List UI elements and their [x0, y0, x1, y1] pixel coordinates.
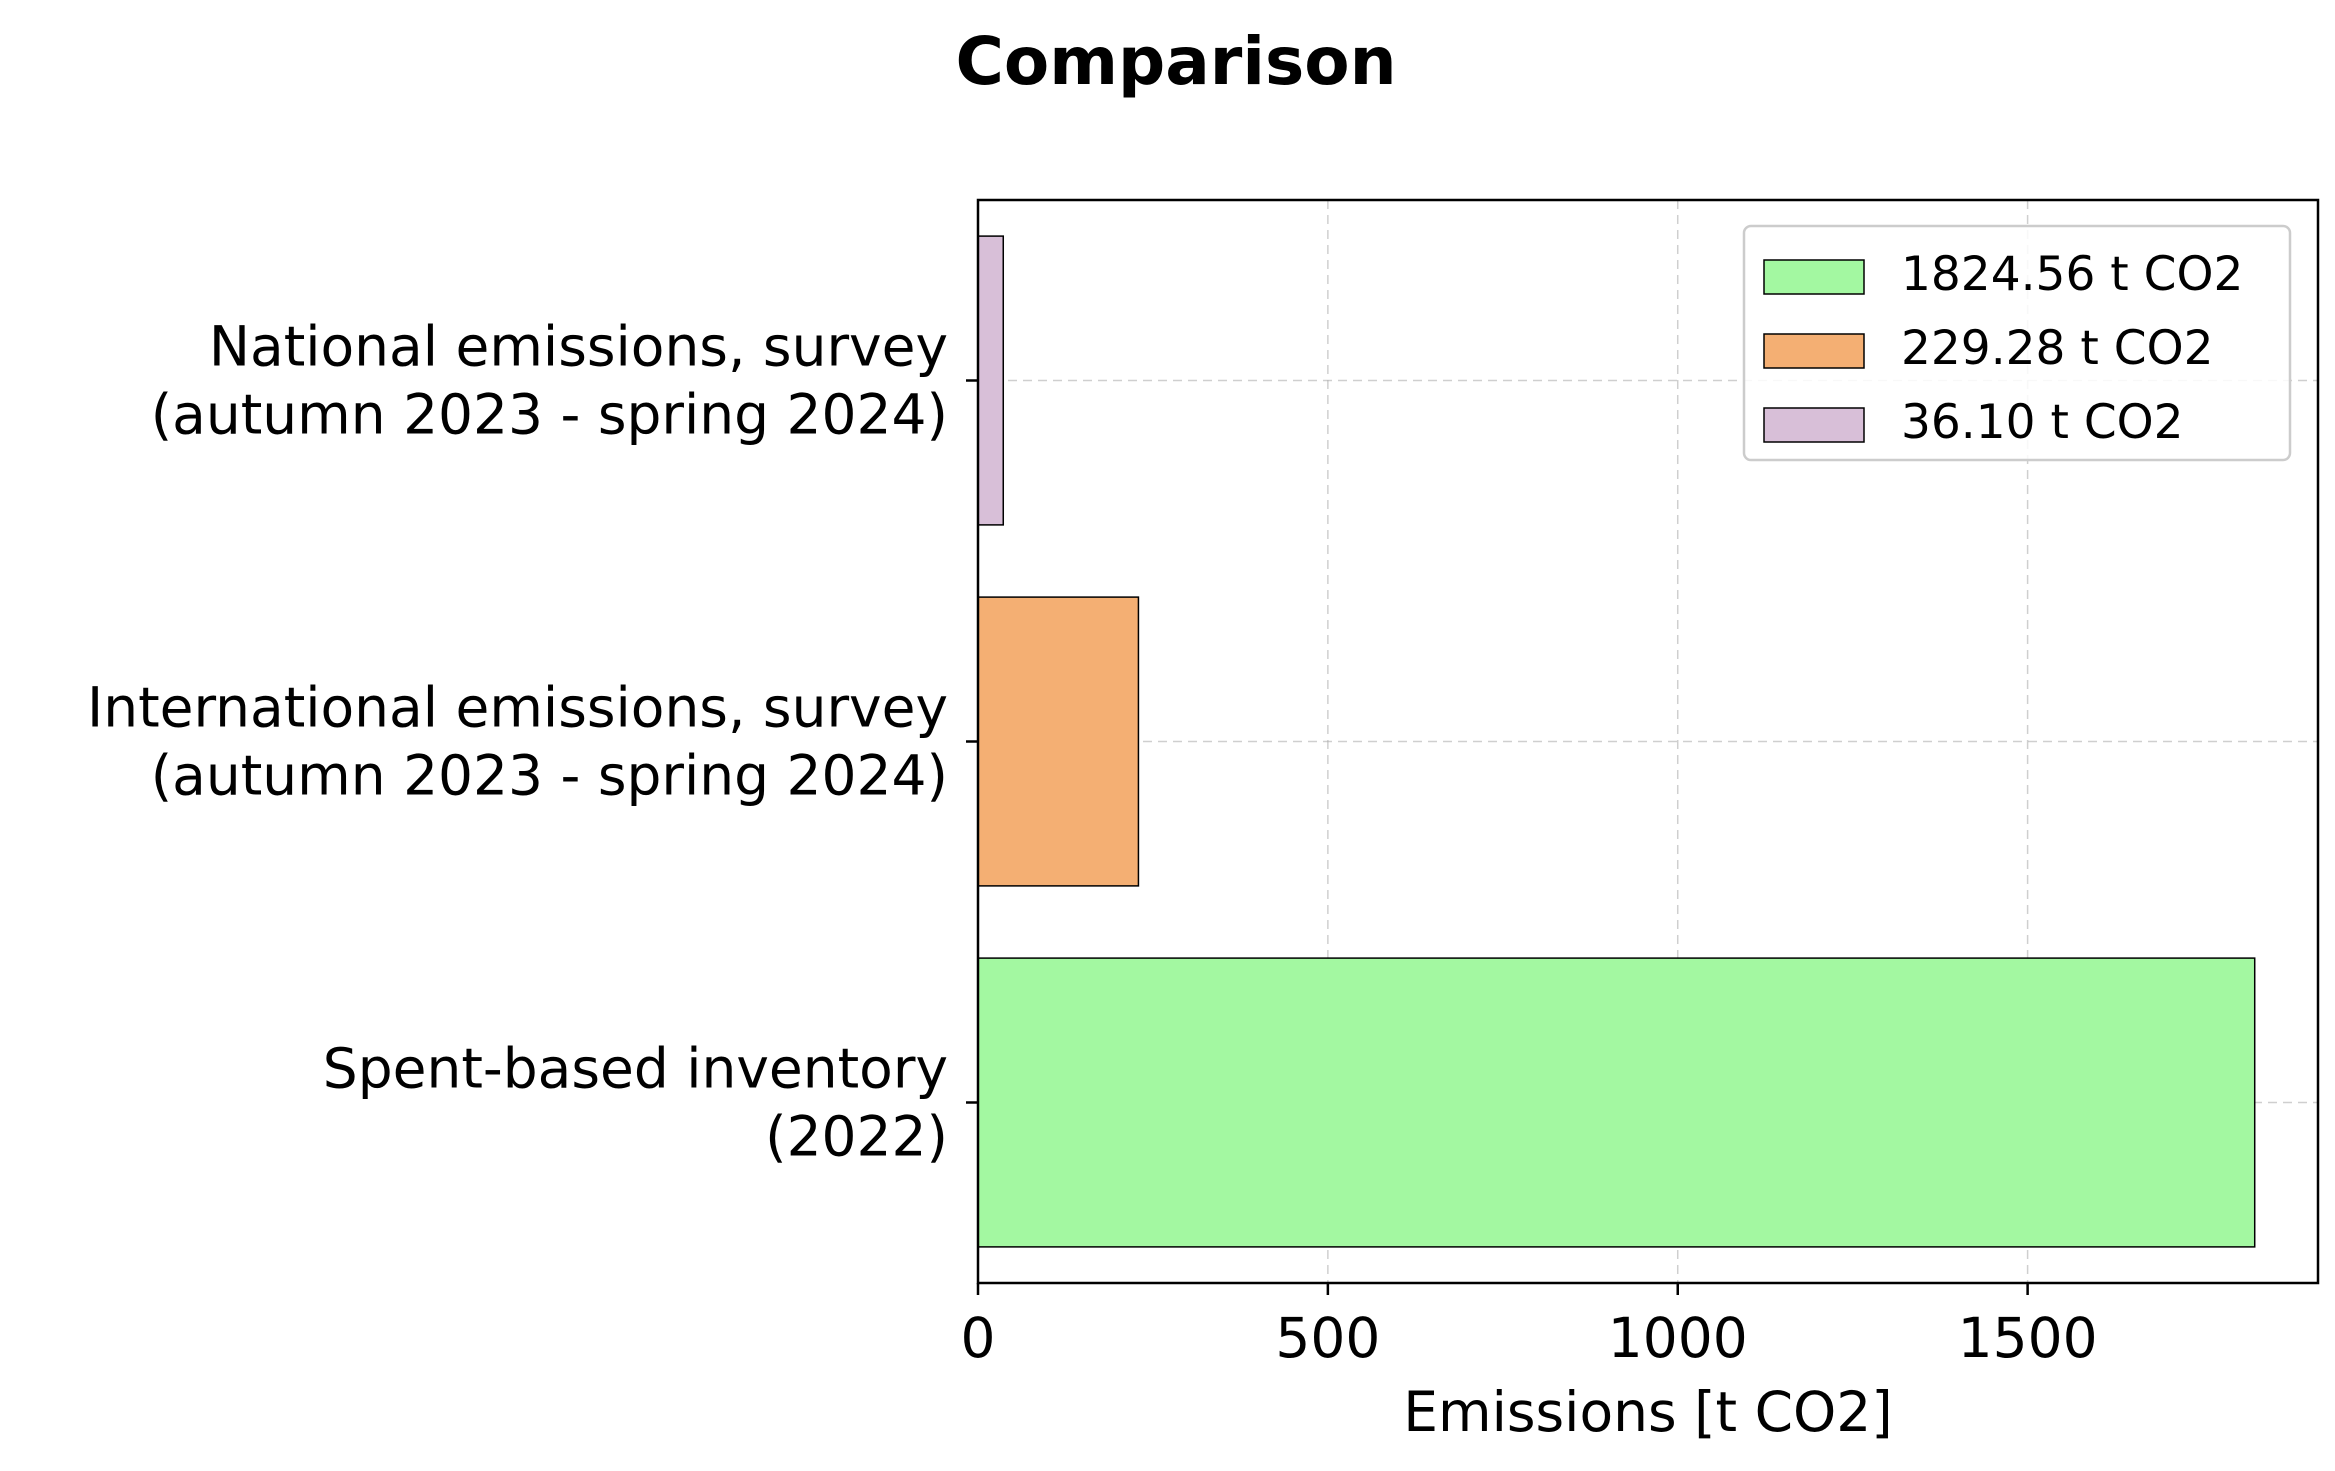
x-tick-label: 1000 [1608, 1306, 1748, 1370]
category-label: National emissions, survey [209, 315, 948, 379]
bars [977, 235, 2256, 1248]
category-labels: Spent-based inventory(2022) International… [87, 315, 948, 1169]
legend-frame [1742, 224, 2292, 462]
category-label: International emissions, survey [87, 676, 948, 740]
legend: 1824.56 t CO2 229.28 t CO2 36.10 t CO2 [1742, 224, 2292, 462]
bar [977, 235, 1005, 526]
axis-ticks: 0 500 1000 1500 [961, 379, 2098, 1370]
category-label: (2022) [765, 1105, 948, 1169]
category-label: (autumn 2023 - spring 2024) [151, 383, 948, 447]
x-tick-label: 1500 [1958, 1306, 2098, 1370]
bar [977, 957, 2256, 1248]
legend-label: 1824.56 t CO2 [1901, 247, 2243, 302]
chart-title: Comparison [955, 23, 1396, 100]
legend-swatch [1763, 333, 1865, 369]
category-label: Spent-based inventory [323, 1037, 948, 1101]
legend-swatch [1763, 407, 1865, 443]
bar [977, 596, 1140, 887]
category-label: (autumn 2023 - spring 2024) [151, 744, 948, 808]
x-tick-label: 0 [961, 1306, 996, 1370]
x-axis-label: Emissions [t CO2] [1403, 1380, 1893, 1444]
legend-label: 36.10 t CO2 [1901, 395, 2184, 450]
legend-swatch [1763, 259, 1865, 295]
x-tick-label: 500 [1275, 1306, 1380, 1370]
legend-label: 229.28 t CO2 [1901, 321, 2213, 376]
